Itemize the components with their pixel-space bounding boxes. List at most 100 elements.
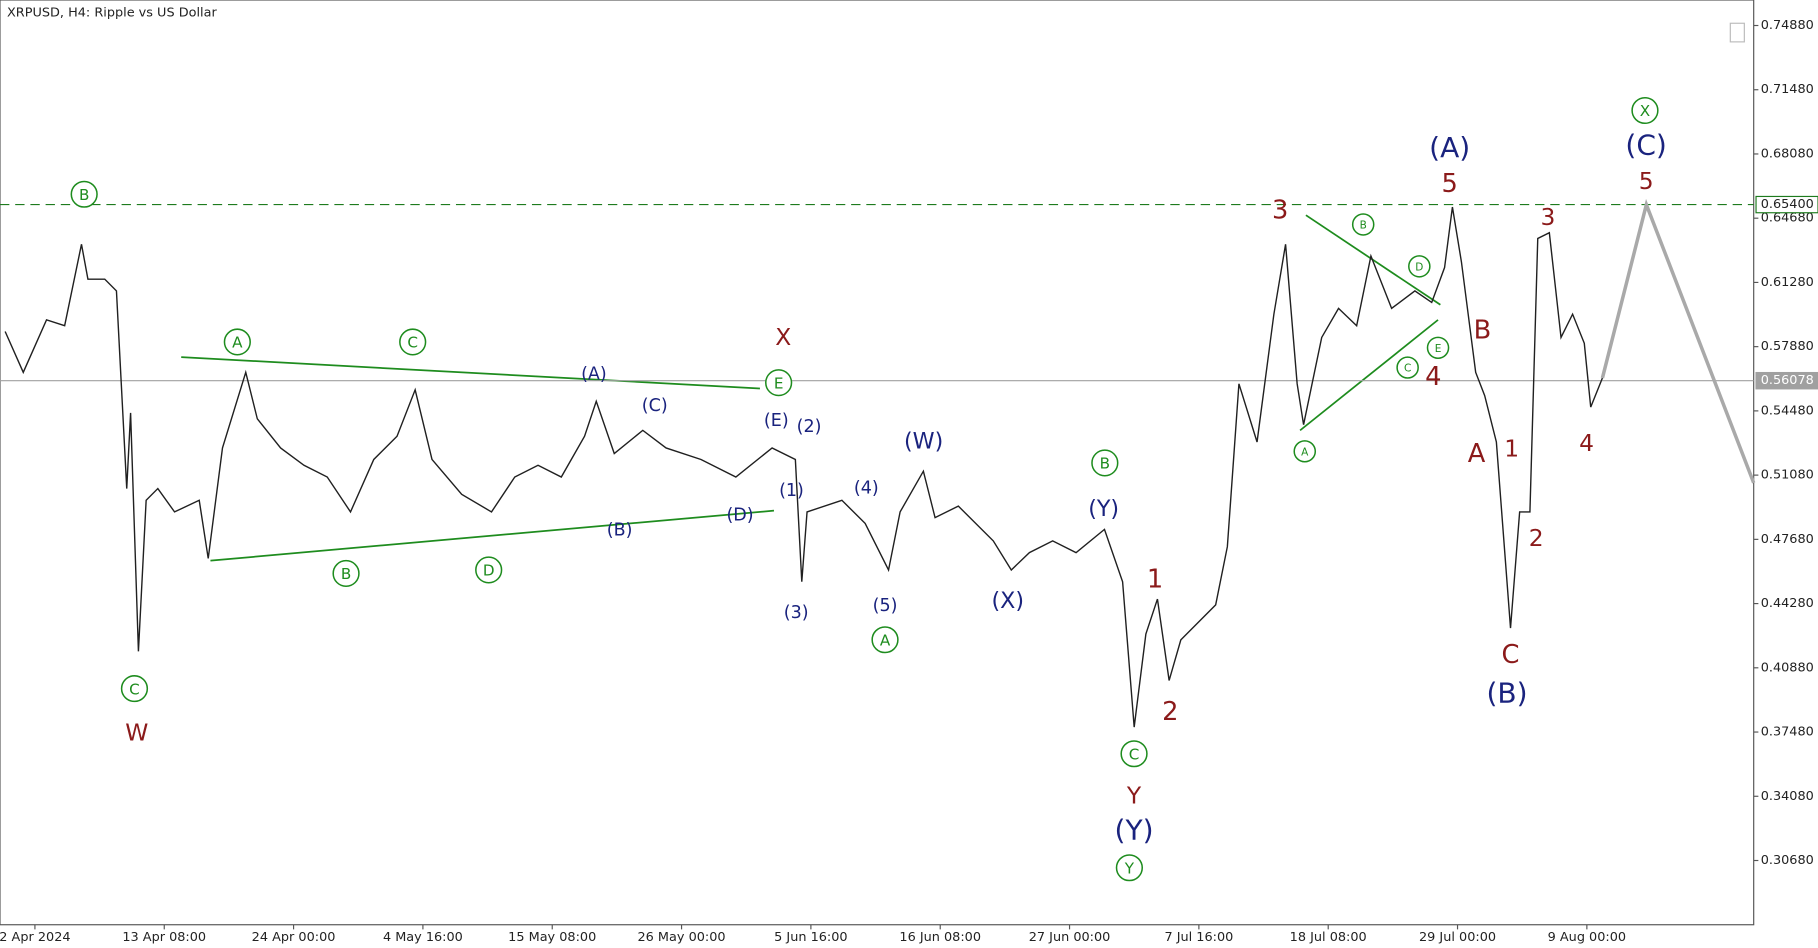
- y-tick-label: 0.44280: [1761, 596, 1814, 611]
- wave-label: 2: [1162, 697, 1178, 727]
- x-tick-label: 7 Jul 16:00: [1164, 930, 1233, 945]
- x-tick-label: 13 Apr 08:00: [122, 930, 206, 945]
- wave-label: 3: [1540, 204, 1555, 231]
- toolbar-icon[interactable]: [1729, 22, 1745, 43]
- wave-label: W: [125, 720, 148, 747]
- x-tick-label: 4 May 16:00: [383, 930, 463, 945]
- wave-label: 4: [1425, 362, 1441, 392]
- wave-label: 1: [1504, 436, 1519, 463]
- y-tick-label: 0.71480: [1761, 82, 1814, 97]
- wave-label: (C): [1625, 129, 1666, 162]
- level-box: [1755, 371, 1818, 390]
- wave-circle: [70, 180, 98, 208]
- x-tick-label: 16 Jun 08:00: [899, 930, 981, 945]
- wave-label: E: [1435, 343, 1442, 355]
- chart-title: XRPUSD, H4: Ripple vs US Dollar: [7, 5, 217, 20]
- y-tick-label: 0.74880: [1761, 18, 1814, 33]
- x-tick-label: 15 May 08:00: [508, 930, 596, 945]
- level-box: [1755, 195, 1818, 214]
- wave-circle: [332, 559, 360, 588]
- y-tick-label: 0.40880: [1761, 660, 1814, 675]
- wave-label: D: [483, 562, 495, 580]
- y-tick-label: 0.64680: [1761, 211, 1814, 226]
- level-label: 0.56078: [1761, 373, 1814, 388]
- wave-label: (Y): [1115, 814, 1154, 847]
- wave-label: (B): [1486, 676, 1527, 709]
- wave-circle: [1351, 213, 1375, 236]
- wave-label: 5: [1639, 168, 1654, 195]
- wave-label: 2: [1529, 525, 1544, 552]
- wave-circle: [1115, 854, 1144, 882]
- wave-label: C: [1502, 640, 1520, 670]
- wave-label: A: [232, 334, 243, 352]
- wave-label: 1: [1147, 564, 1163, 594]
- wave-label: (5): [873, 596, 898, 616]
- price-line: [4, 206, 1604, 728]
- x-tick-label: 9 Aug 00:00: [1548, 930, 1626, 945]
- wave-label: (A): [581, 365, 607, 385]
- wave-circle: [399, 328, 427, 356]
- x-tick-label: 26 May 00:00: [638, 930, 726, 945]
- wave-circle: [871, 626, 899, 654]
- wave-circle: [1631, 96, 1659, 125]
- y-tick-label: 0.68080: [1761, 146, 1814, 161]
- trendline: [210, 509, 775, 562]
- price-line: [1600, 198, 1756, 484]
- wave-label: C: [129, 680, 140, 698]
- wave-label: (A): [1429, 131, 1470, 164]
- wave-label: (X): [992, 588, 1025, 614]
- wave-circle: [475, 556, 503, 584]
- wave-label: C: [407, 334, 418, 352]
- wave-label: B: [1360, 220, 1367, 232]
- wave-label: (W): [904, 429, 943, 455]
- trendline: [1299, 319, 1439, 432]
- wave-label: (B): [607, 520, 633, 540]
- wave-label: B: [1474, 316, 1492, 346]
- wave-label: 3: [1272, 196, 1288, 226]
- x-tick-label: 2 Apr 2024: [0, 930, 71, 945]
- level-label: 0.65400: [1761, 197, 1814, 212]
- wave-label: 5: [1442, 169, 1458, 199]
- wave-circle: [1408, 255, 1431, 278]
- wave-label: C: [1129, 745, 1140, 763]
- wave-circle: [120, 675, 149, 703]
- wave-label: A: [880, 631, 891, 649]
- wave-circle: [1396, 356, 1419, 379]
- wave-label: B: [79, 186, 89, 204]
- wave-label: (3): [784, 603, 809, 623]
- wave-circle: [1293, 440, 1317, 463]
- wave-label: Y: [1126, 782, 1142, 809]
- wave-label: (D): [726, 505, 753, 525]
- wave-circle: [1426, 336, 1450, 360]
- y-tick-label: 0.57880: [1761, 339, 1814, 354]
- wave-circle: [765, 369, 793, 397]
- x-tick-label: 29 Jul 00:00: [1419, 930, 1496, 945]
- wave-label: B: [1100, 455, 1110, 473]
- y-tick-label: 0.37480: [1761, 725, 1814, 740]
- trendline: [181, 356, 760, 390]
- wave-label: X: [775, 324, 791, 351]
- wave-circle: [223, 328, 251, 356]
- wave-label: X: [1640, 102, 1650, 120]
- wave-circle: [1091, 449, 1119, 477]
- wave-label: (C): [642, 396, 668, 416]
- wave-label: 4: [1579, 430, 1594, 457]
- wave-label: (4): [854, 479, 879, 499]
- wave-label: A: [1301, 446, 1309, 458]
- wave-label: Y: [1124, 859, 1135, 877]
- y-tick-label: 0.34080: [1761, 789, 1814, 804]
- x-tick-label: 18 Jul 08:00: [1290, 930, 1367, 945]
- wave-label: (1): [779, 481, 804, 501]
- x-tick-label: 27 Jun 00:00: [1029, 930, 1111, 945]
- wave-label: D: [1415, 262, 1423, 274]
- wave-label: E: [774, 374, 784, 392]
- x-tick-label: 5 Jun 16:00: [774, 930, 847, 945]
- y-tick-label: 0.54480: [1761, 403, 1814, 418]
- y-tick-label: 0.47680: [1761, 532, 1814, 547]
- wave-label: A: [1468, 439, 1486, 469]
- wave-label: C: [1404, 363, 1411, 375]
- wave-label: B: [341, 565, 351, 583]
- wave-label: (2): [797, 417, 822, 437]
- wave-label: (Y): [1088, 496, 1119, 522]
- plot-frame: [0, 0, 1755, 926]
